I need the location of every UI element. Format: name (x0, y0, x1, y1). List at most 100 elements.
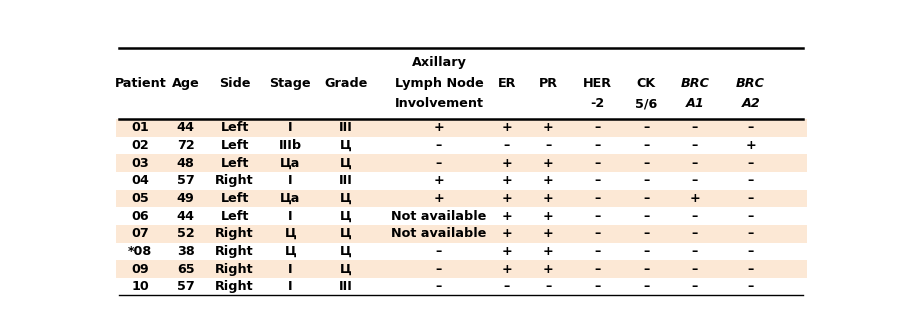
Text: Ц: Ц (340, 157, 352, 170)
Text: Not available: Not available (392, 227, 487, 240)
Text: 04: 04 (131, 174, 149, 187)
FancyBboxPatch shape (116, 172, 806, 190)
Text: +: + (543, 192, 553, 205)
Text: Ц: Ц (340, 227, 352, 240)
Text: Lymph Node: Lymph Node (394, 77, 483, 90)
Text: +: + (434, 174, 445, 187)
Text: +: + (543, 209, 553, 222)
Text: –: – (643, 209, 649, 222)
Text: –: – (643, 227, 649, 240)
Text: Not available: Not available (392, 209, 487, 222)
Text: –: – (692, 139, 698, 152)
Text: PR: PR (539, 77, 558, 90)
Text: Ца: Ца (280, 157, 301, 170)
Text: A2: A2 (742, 97, 760, 110)
Text: Right: Right (215, 263, 254, 276)
Text: Right: Right (215, 280, 254, 293)
FancyBboxPatch shape (116, 154, 806, 172)
Text: –: – (643, 174, 649, 187)
Text: 01: 01 (131, 122, 149, 134)
Text: Left: Left (220, 192, 248, 205)
Text: –: – (594, 209, 600, 222)
Text: 07: 07 (131, 227, 149, 240)
Text: +: + (689, 192, 700, 205)
Text: Ц: Ц (340, 209, 352, 222)
Text: –: – (748, 209, 754, 222)
Text: –: – (643, 263, 649, 276)
Text: Side: Side (219, 77, 250, 90)
Text: –: – (594, 192, 600, 205)
Text: 52: 52 (177, 227, 194, 240)
Text: –: – (436, 157, 442, 170)
Text: *08: *08 (129, 245, 152, 258)
Text: 5/6: 5/6 (635, 97, 657, 110)
Text: Ц: Ц (340, 139, 352, 152)
Text: +: + (434, 192, 445, 205)
Text: +: + (501, 209, 512, 222)
Text: Grade: Grade (325, 77, 368, 90)
Text: –: – (692, 245, 698, 258)
Text: 38: 38 (177, 245, 194, 258)
Text: HER: HER (583, 77, 612, 90)
Text: I: I (288, 174, 292, 187)
Text: –: – (643, 280, 649, 293)
Text: BRC: BRC (736, 77, 765, 90)
Text: 09: 09 (131, 263, 149, 276)
Text: 44: 44 (176, 122, 194, 134)
Text: Left: Left (220, 157, 248, 170)
Text: –: – (594, 263, 600, 276)
Text: III: III (339, 122, 353, 134)
Text: –: – (594, 280, 600, 293)
Text: 65: 65 (177, 263, 194, 276)
Text: –: – (643, 157, 649, 170)
Text: +: + (543, 174, 553, 187)
Text: Right: Right (215, 245, 254, 258)
Text: 57: 57 (177, 174, 194, 187)
Text: I: I (288, 263, 292, 276)
Text: +: + (501, 245, 512, 258)
Text: +: + (434, 122, 445, 134)
Text: +: + (543, 157, 553, 170)
Text: CK: CK (636, 77, 655, 90)
FancyBboxPatch shape (116, 243, 806, 260)
FancyBboxPatch shape (116, 190, 806, 207)
Text: I: I (288, 122, 292, 134)
Text: –: – (748, 174, 754, 187)
Text: 05: 05 (131, 192, 149, 205)
Text: +: + (501, 192, 512, 205)
Text: ER: ER (498, 77, 516, 90)
Text: –: – (594, 227, 600, 240)
Text: Left: Left (220, 139, 248, 152)
Text: –: – (692, 263, 698, 276)
Text: Ц: Ц (284, 227, 296, 240)
Text: 44: 44 (176, 209, 194, 222)
Text: Right: Right (215, 227, 254, 240)
Text: 10: 10 (131, 280, 149, 293)
Text: +: + (501, 122, 512, 134)
Text: –: – (436, 245, 442, 258)
Text: +: + (501, 227, 512, 240)
Text: Axillary: Axillary (411, 56, 466, 69)
Text: 72: 72 (177, 139, 194, 152)
Text: +: + (543, 122, 553, 134)
Text: –: – (436, 280, 442, 293)
Text: –: – (748, 227, 754, 240)
Text: I: I (288, 209, 292, 222)
Text: –: – (748, 280, 754, 293)
Text: –: – (643, 192, 649, 205)
Text: Stage: Stage (270, 77, 311, 90)
Text: +: + (501, 174, 512, 187)
Text: –: – (643, 122, 649, 134)
Text: –: – (594, 245, 600, 258)
Text: –: – (503, 139, 509, 152)
FancyBboxPatch shape (116, 278, 806, 295)
Text: –: – (643, 139, 649, 152)
Text: Ц: Ц (340, 263, 352, 276)
Text: Ц: Ц (284, 245, 296, 258)
Text: Ц: Ц (340, 245, 352, 258)
Text: –: – (692, 157, 698, 170)
Text: 49: 49 (176, 192, 194, 205)
Text: III: III (339, 280, 353, 293)
Text: –: – (748, 263, 754, 276)
Text: A1: A1 (686, 97, 705, 110)
